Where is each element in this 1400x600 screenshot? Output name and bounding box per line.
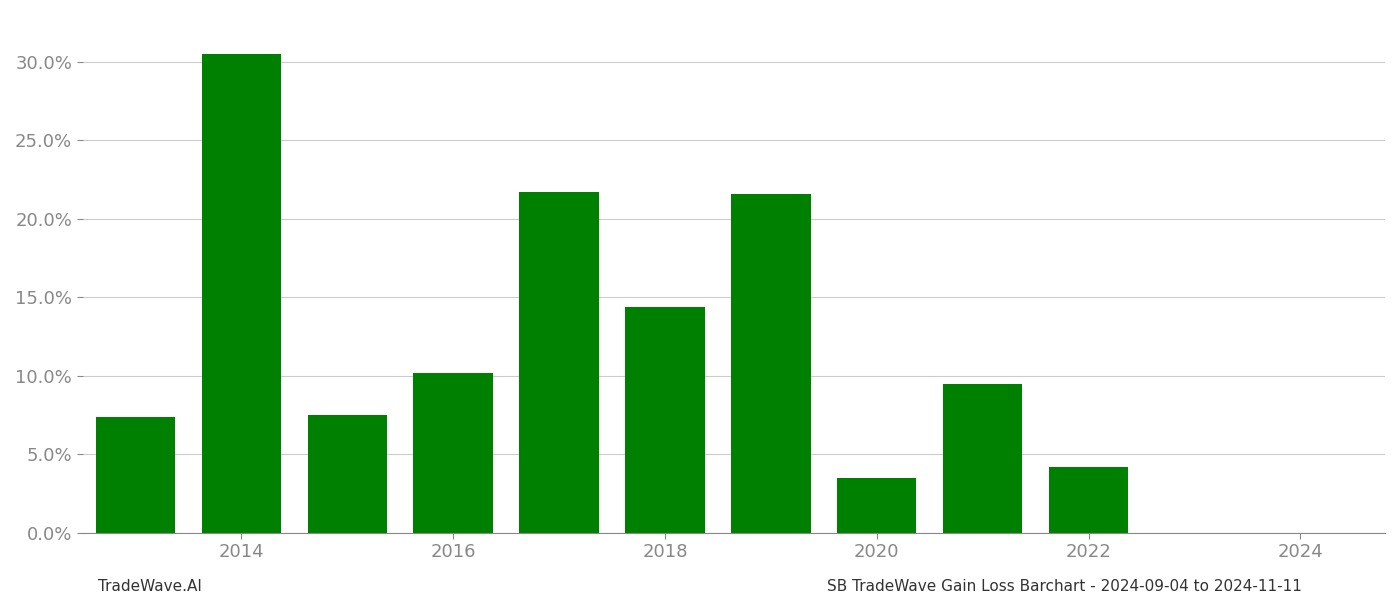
Bar	[731, 194, 811, 533]
Bar	[202, 54, 281, 533]
Bar	[944, 383, 1022, 533]
Text: TradeWave.AI: TradeWave.AI	[98, 579, 202, 594]
Bar	[837, 478, 917, 533]
Bar	[413, 373, 493, 533]
Bar	[308, 415, 386, 533]
Bar	[519, 192, 599, 533]
Bar	[626, 307, 704, 533]
Bar	[95, 416, 175, 533]
Text: SB TradeWave Gain Loss Barchart - 2024-09-04 to 2024-11-11: SB TradeWave Gain Loss Barchart - 2024-0…	[827, 579, 1302, 594]
Bar	[1049, 467, 1128, 533]
